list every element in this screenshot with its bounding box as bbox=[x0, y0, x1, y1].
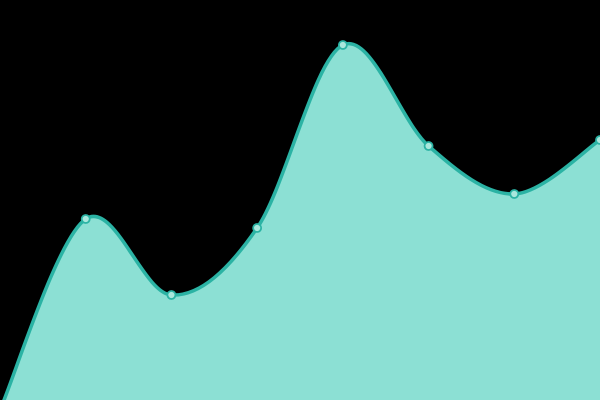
area-fill bbox=[0, 43, 600, 400]
data-point-marker[interactable] bbox=[509, 189, 520, 199]
data-point-marker[interactable] bbox=[423, 141, 434, 151]
data-point-marker[interactable] bbox=[337, 40, 348, 50]
data-point-marker[interactable] bbox=[252, 223, 263, 233]
data-point-marker[interactable] bbox=[595, 135, 600, 145]
data-point-marker[interactable] bbox=[166, 290, 177, 300]
data-point-marker[interactable] bbox=[80, 214, 91, 224]
